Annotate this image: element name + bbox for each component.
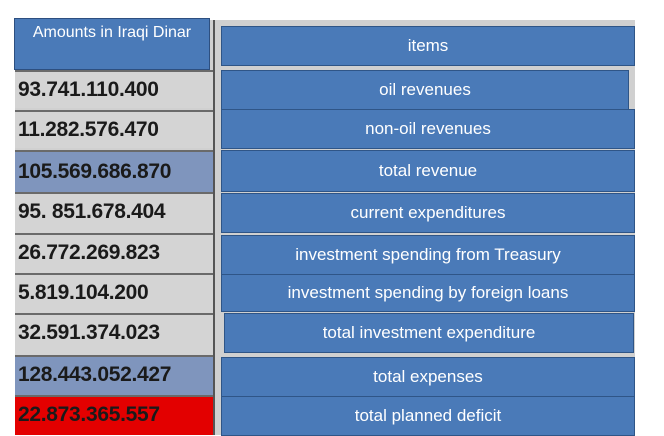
amount-cell: 22.873.365.557 [15, 395, 213, 435]
item-label: investment spending from Treasury [221, 235, 635, 275]
item-label: total revenue [221, 150, 635, 192]
amount-cell: 128.443.052.427 [15, 355, 213, 395]
item-label: total investment expenditure [224, 313, 634, 353]
amount-cell: 11.282.576.470 [15, 110, 213, 148]
amount-header: Amounts in Iraqi Dinar [14, 18, 210, 70]
amount-cell: 95. 851.678.404 [15, 192, 213, 233]
items-header: items [221, 26, 635, 66]
item-label: current expenditures [221, 193, 635, 233]
item-label: non-oil revenues [221, 109, 635, 149]
item-label: total expenses [221, 357, 635, 397]
item-label: total planned deficit [221, 396, 635, 436]
amount-cell: 105.569.686.870 [15, 150, 213, 192]
amount-cell: 26.772.269.823 [15, 233, 213, 273]
amount-cell: 32.591.374.023 [15, 313, 213, 355]
amount-cell: 93.741.110.400 [15, 70, 213, 108]
item-label: oil revenues [221, 70, 629, 110]
amount-cell: 5.819.104.200 [15, 273, 213, 313]
column-divider [213, 20, 215, 435]
item-label: investment spending by foreign loans [221, 274, 635, 312]
